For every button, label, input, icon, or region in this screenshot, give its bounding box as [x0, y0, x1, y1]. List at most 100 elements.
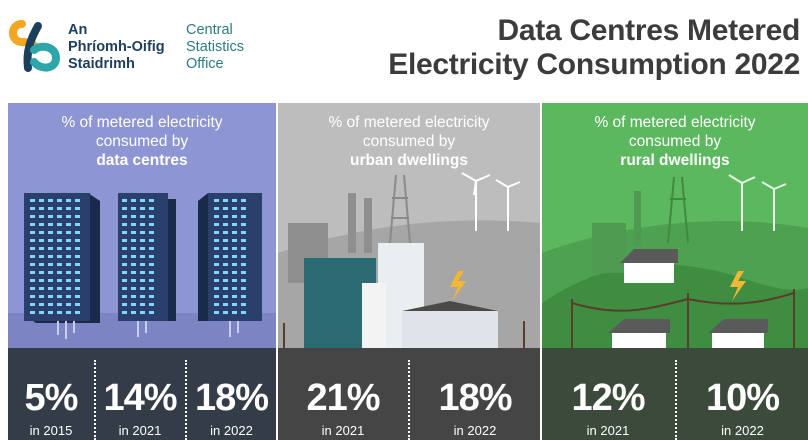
- server-light: [241, 295, 246, 298]
- server-light: [48, 199, 53, 202]
- server-light: [223, 223, 228, 226]
- server-light: [66, 223, 71, 226]
- server-light: [75, 279, 80, 282]
- server-light: [66, 303, 71, 306]
- server-light: [223, 255, 228, 258]
- server-light: [48, 215, 53, 218]
- server-light: [214, 287, 219, 290]
- server-light: [223, 207, 228, 210]
- stat-year: in 2022: [453, 423, 497, 438]
- factory-icon: [592, 191, 641, 273]
- stat-value: 12%: [571, 377, 645, 419]
- logo-english-line: Statistics: [186, 39, 245, 55]
- server-light: [149, 279, 154, 282]
- server-light: [57, 247, 62, 250]
- panel-category: urban dwellings: [350, 152, 468, 169]
- server-light: [149, 255, 154, 258]
- server-light: [66, 199, 71, 202]
- server-light: [39, 311, 44, 314]
- server-light: [223, 263, 228, 266]
- server-light: [232, 295, 237, 298]
- pylon-icon: [389, 174, 411, 244]
- server-light: [214, 231, 219, 234]
- server-light: [75, 199, 80, 202]
- server-light: [75, 247, 80, 250]
- server-light: [241, 207, 246, 210]
- server-light: [214, 215, 219, 218]
- stat-value: 18%: [194, 377, 269, 419]
- server-light: [214, 239, 219, 242]
- server-light: [241, 215, 246, 218]
- server-light: [39, 271, 44, 274]
- server-light: [131, 263, 136, 266]
- server-light: [57, 255, 62, 258]
- cable-lines: [57, 321, 239, 339]
- server-light: [122, 199, 127, 202]
- server-light: [39, 247, 44, 250]
- server-light: [214, 303, 219, 306]
- server-light: [131, 247, 136, 250]
- server-light: [223, 239, 228, 242]
- panel-rural-dwellings: % of metered electricity consumed by rur…: [542, 103, 808, 348]
- power-line-icon: [283, 321, 525, 348]
- server-light: [30, 279, 35, 282]
- server-light: [241, 263, 246, 266]
- panel-data-centres: % of metered electricity consumed by dat…: [8, 103, 276, 348]
- wind-turbine-icon: [461, 172, 521, 231]
- server-light: [140, 287, 145, 290]
- server-light: [122, 239, 127, 242]
- server-light: [122, 263, 127, 266]
- power-line-icon: [571, 289, 795, 348]
- server-light: [30, 255, 35, 258]
- server-light: [232, 239, 237, 242]
- server-light: [223, 303, 228, 306]
- server-light: [140, 239, 145, 242]
- server-light: [122, 295, 127, 298]
- server-light: [48, 271, 53, 274]
- server-light: [39, 223, 44, 226]
- server-rack-icon: [198, 193, 262, 321]
- divider: [675, 360, 677, 440]
- server-light: [75, 239, 80, 242]
- server-light: [140, 279, 145, 282]
- server-light: [223, 231, 228, 234]
- stats-band-urban-dwellings: 21% in 2021 18% in 2022: [278, 348, 540, 440]
- divider: [185, 360, 187, 440]
- server-light: [149, 215, 154, 218]
- server-light: [223, 271, 228, 274]
- server-light: [48, 311, 53, 314]
- server-light: [66, 247, 71, 250]
- server-light: [57, 239, 62, 242]
- server-light: [149, 207, 154, 210]
- server-light: [232, 231, 237, 234]
- server-light: [232, 271, 237, 274]
- server-light: [149, 231, 154, 234]
- stat-item: 18% in 2022: [187, 348, 276, 440]
- stat-year: in 2015: [29, 423, 73, 438]
- stats-band-rural-dwellings: 12% in 2021 10% in 2022: [542, 348, 808, 440]
- server-light: [39, 263, 44, 266]
- panel-heading: % of metered electricity consumed by urb…: [278, 113, 540, 170]
- terrace-houses-icon: [402, 311, 498, 348]
- server-light: [39, 287, 44, 290]
- cso-logo-icon: [9, 20, 61, 72]
- server-light: [140, 247, 145, 250]
- server-light: [30, 247, 35, 250]
- stat-value: 18%: [438, 377, 512, 419]
- divider: [408, 360, 410, 440]
- server-lights: [30, 199, 246, 314]
- server-light: [232, 279, 237, 282]
- server-light: [131, 287, 136, 290]
- server-light: [131, 303, 136, 306]
- server-light: [214, 311, 219, 314]
- server-light: [48, 303, 53, 306]
- page-title-line: Electricity Consumption 2022: [388, 48, 800, 81]
- server-light: [75, 295, 80, 298]
- server-light: [241, 303, 246, 306]
- server-light: [66, 207, 71, 210]
- server-light: [30, 311, 35, 314]
- server-light: [75, 207, 80, 210]
- server-light: [232, 263, 237, 266]
- server-light: [57, 231, 62, 234]
- stat-item: 12% in 2021: [542, 348, 674, 440]
